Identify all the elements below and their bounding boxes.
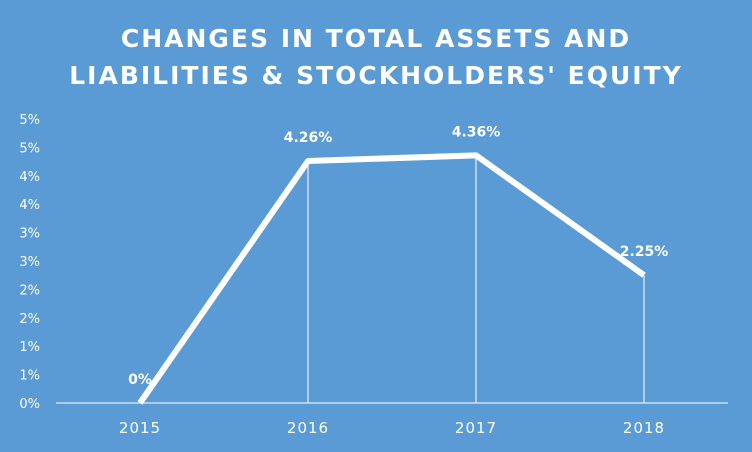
y-tick-label: 5% bbox=[19, 113, 40, 128]
drop-lines bbox=[307, 155, 645, 403]
chart-title-line-1: CHANGES IN TOTAL ASSETS AND bbox=[120, 24, 632, 53]
x-axis: 2015 2016 2017 2018 bbox=[119, 419, 665, 437]
x-tick-label: 2016 bbox=[287, 419, 329, 437]
y-tick-label: 1% bbox=[19, 340, 40, 355]
chart-title-line-2: LIABILITIES & STOCKHOLDERS' EQUITY bbox=[69, 61, 683, 90]
data-label: 2.25% bbox=[620, 244, 669, 260]
y-tick-label: 3% bbox=[19, 255, 40, 270]
chart-title: CHANGES IN TOTAL ASSETS AND LIABILITIES … bbox=[0, 20, 752, 94]
data-label: 4.26% bbox=[284, 130, 333, 146]
y-tick-label: 5% bbox=[19, 141, 40, 156]
y-tick-label: 3% bbox=[19, 227, 40, 242]
y-tick-label: 2% bbox=[19, 283, 40, 298]
y-axis: 0% 1% 1% 2% 2% 3% 3% 4% 4% 5% 5% bbox=[19, 113, 40, 412]
x-tick-label: 2015 bbox=[119, 419, 161, 437]
y-tick-label: 2% bbox=[19, 312, 40, 327]
data-label: 4.36% bbox=[452, 124, 501, 140]
x-tick-label: 2017 bbox=[455, 419, 497, 437]
series-line bbox=[137, 152, 646, 405]
x-tick-label: 2018 bbox=[623, 419, 665, 437]
y-tick-label: 4% bbox=[19, 198, 40, 213]
y-tick-label: 4% bbox=[19, 170, 40, 185]
data-label: 0% bbox=[128, 372, 152, 388]
y-tick-label: 0% bbox=[19, 397, 40, 412]
y-tick-label: 1% bbox=[19, 369, 40, 384]
data-labels: 0% 4.26% 4.36% 2.25% bbox=[128, 124, 668, 388]
